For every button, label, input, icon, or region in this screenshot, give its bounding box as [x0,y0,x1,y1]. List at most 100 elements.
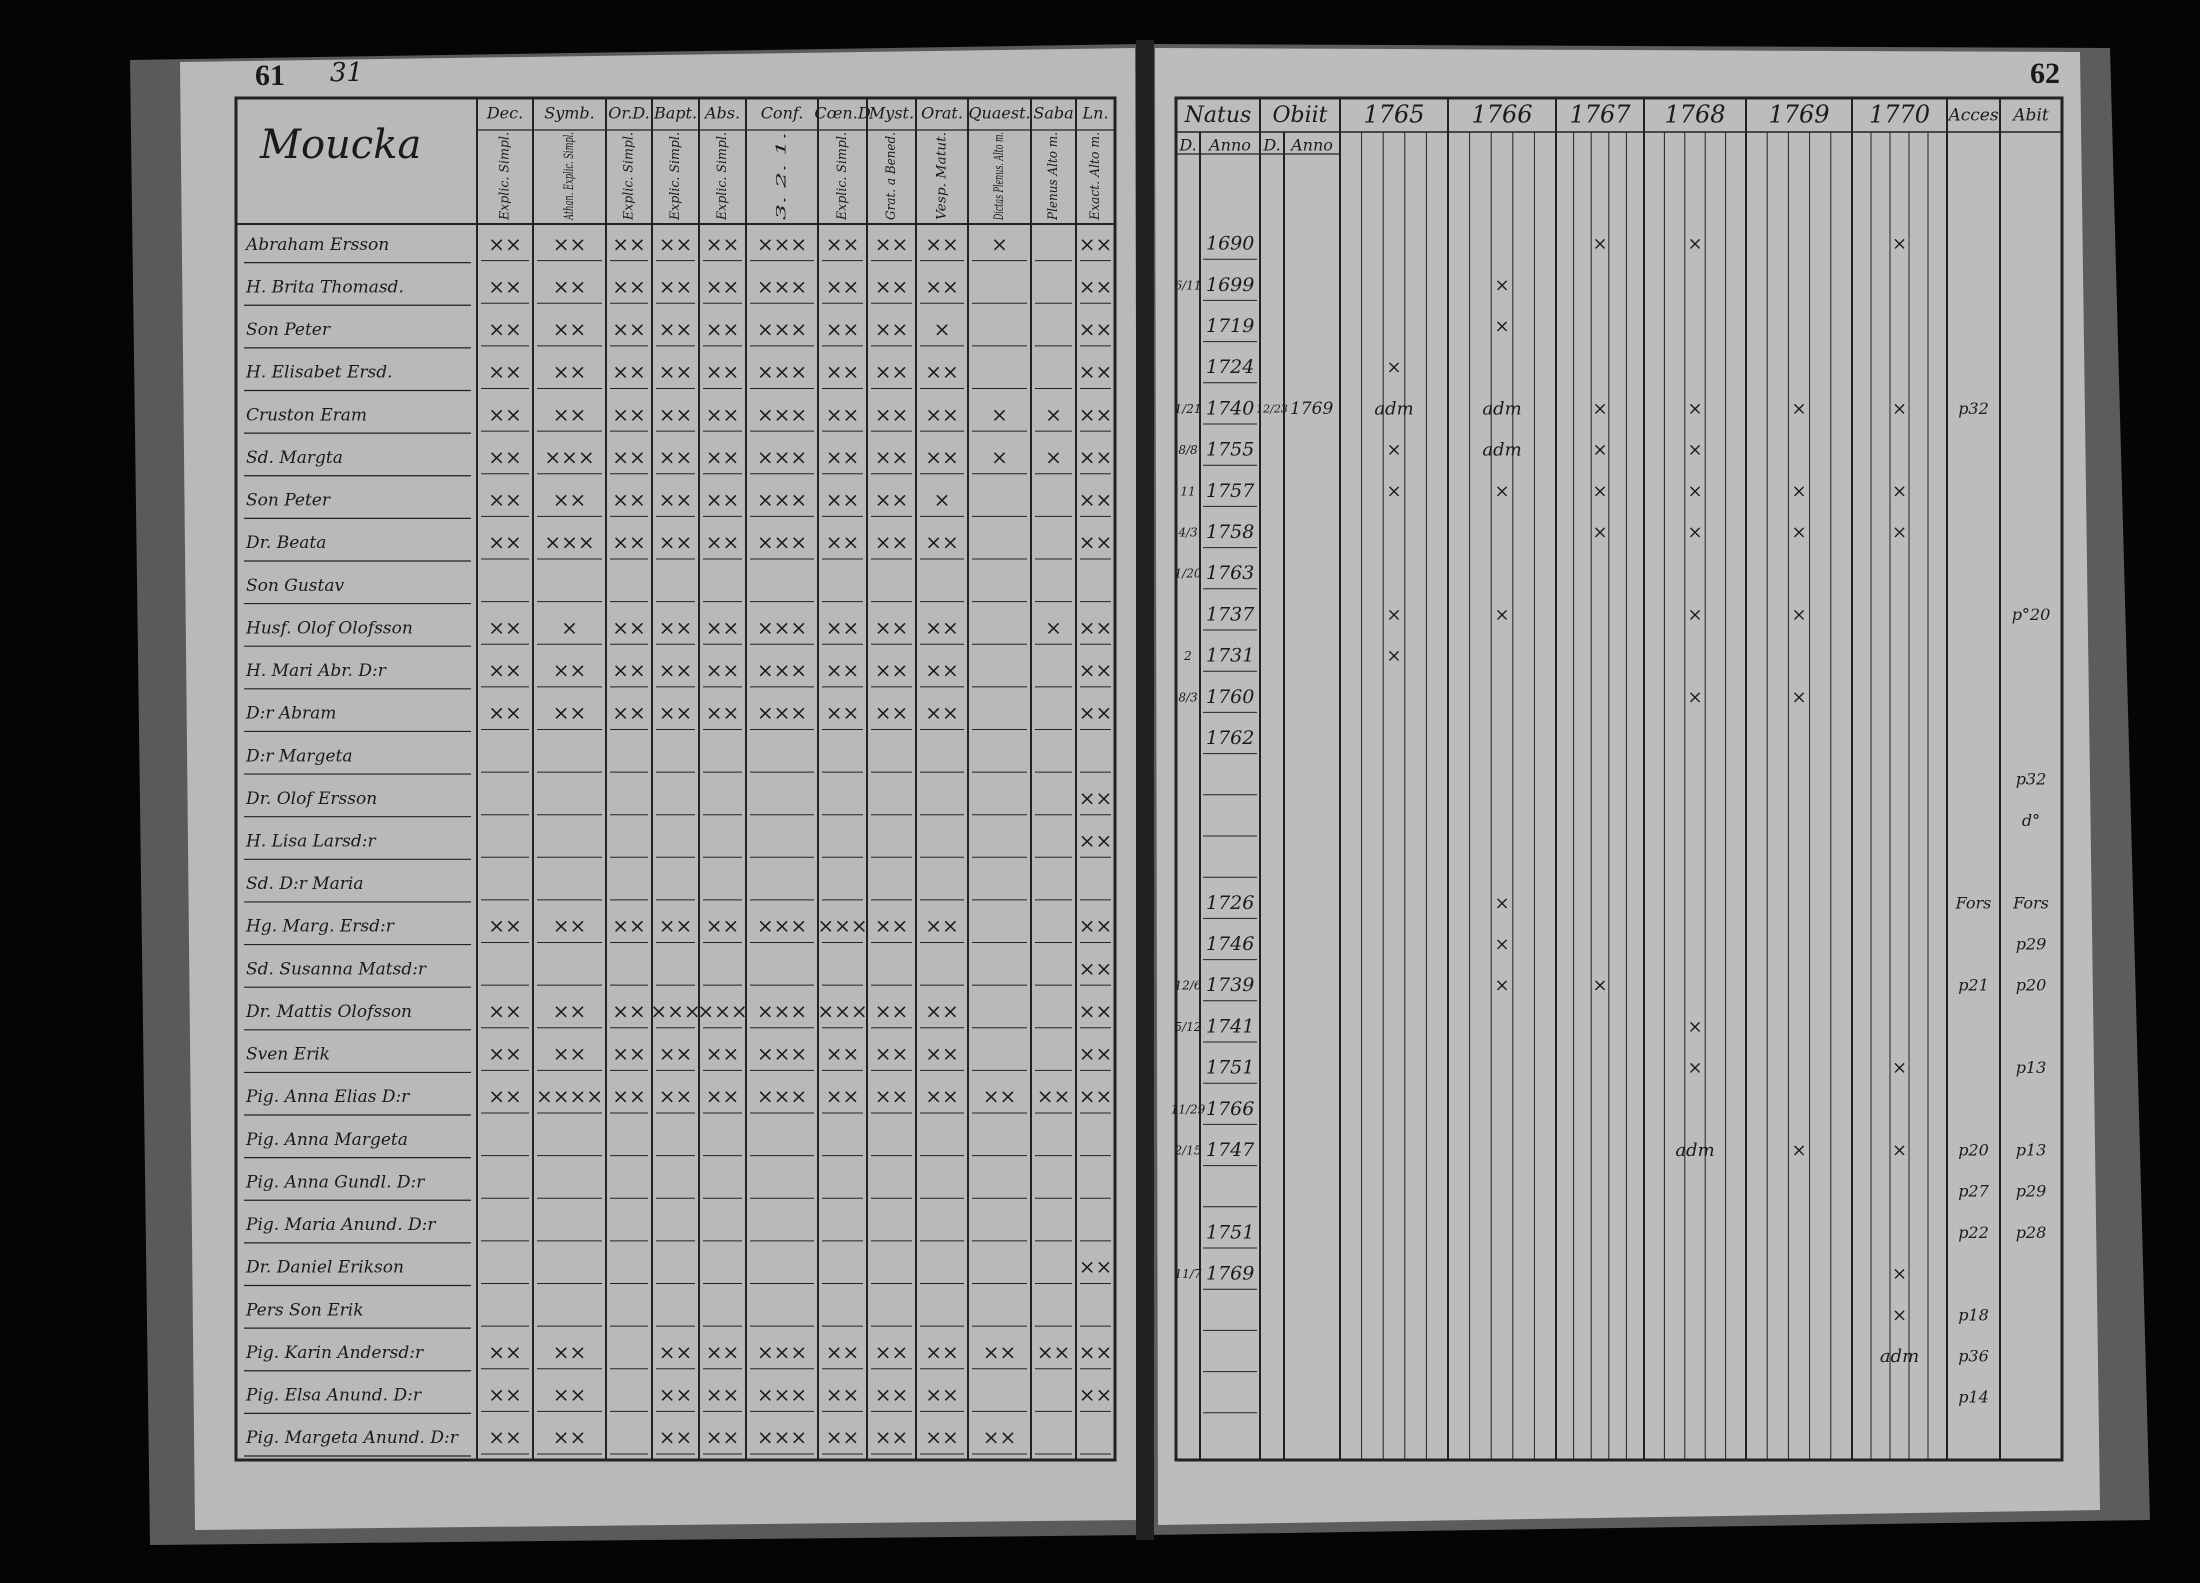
year-heading: 1769 [1768,101,1829,129]
column-subheading: Plenus Alto m. [1046,132,1061,221]
exam-mark: × [1045,445,1062,469]
column-subheading: D. [1178,136,1196,155]
birth-year: 1766 [1206,1098,1254,1120]
exam-mark: × [934,317,951,341]
person-name: Pig. Karin Andersd:r [245,1343,424,1363]
column-heading: Bapt. [653,104,697,123]
birth-year: 1755 [1206,439,1254,461]
exam-mark: ×× [706,488,740,512]
column-heading: Orat. [921,104,963,123]
exam-mark: ×× [925,999,959,1023]
year-mark: × [1494,893,1509,914]
exam-mark: ×× [875,999,909,1023]
birth-year: 1724 [1206,356,1254,378]
year-mark: × [1592,522,1607,543]
exam-mark: ××× [757,360,807,384]
birth-year: 1741 [1206,1015,1254,1037]
person-name: D:r Abram [245,704,336,724]
exam-mark: ×× [612,615,646,639]
register-title: Moucka [259,122,421,168]
exam-mark: ×× [875,1340,909,1364]
birth-day: 8/8 [1178,443,1198,457]
person-name: Pig. Maria Anund. D:r [245,1215,436,1235]
year-mark: × [1494,275,1509,296]
page-number: 62 [2030,57,2060,90]
exam-mark: ×× [925,530,959,554]
year-mark: × [1687,1016,1702,1037]
exam-mark: ×× [488,488,522,512]
birth-year: 1746 [1206,933,1254,955]
acces-note: p20 [1958,1141,1989,1160]
exam-mark: ×× [659,317,693,341]
exam-mark: ××× [757,615,807,639]
exam-mark: ××× [757,701,807,725]
person-name: Sd. D:r Maria [246,874,363,894]
exam-mark: ×× [659,1084,693,1108]
exam-mark: ×× [1079,530,1113,554]
left-table: 61 31 Moucka Dec. Explic. Simpl. Symb. Athan. … [234,58,1117,1462]
year-heading: 1770 [1869,101,1930,129]
birth-day: 5/12 [1175,1020,1202,1034]
exam-mark: ×× [826,615,860,639]
exam-mark: ××× [757,914,807,938]
exam-mark: ×× [826,488,860,512]
exam-mark: ×× [706,317,740,341]
exam-mark: ×× [875,445,909,469]
birth-day: 8/3 [1178,690,1198,704]
column-subheading: Anno [1289,136,1333,155]
abit-note: p29 [2016,935,2047,954]
year-mark: × [1386,357,1401,378]
exam-mark: ××× [757,402,807,426]
exam-mark: ×× [983,1340,1017,1364]
right-table: 62 Natus Obiit D. Anno D. Anno 1765 1766 1767 1768… [1171,57,2064,1462]
year-mark: × [1892,1264,1907,1285]
exam-mark: ×× [925,1084,959,1108]
year-mark: × [1386,604,1401,625]
year-mark: adm [1482,398,1521,419]
exam-mark: ×× [488,999,522,1023]
birth-day: 11/7 [1175,1267,1202,1281]
year-mark: × [1892,1058,1907,1079]
year-mark: × [1687,440,1702,461]
acces-note: p22 [1958,1223,1989,1242]
person-name: Son Gustav [246,576,344,596]
exam-mark: ×× [488,402,522,426]
year-mark: × [1687,234,1702,255]
exam-mark: ×× [612,317,646,341]
birth-year: 1739 [1206,974,1254,996]
exam-mark: ×× [553,914,587,938]
exam-mark: ×× [826,1383,860,1407]
exam-mark: × [1045,402,1062,426]
person-name: Pig. Anna Margeta [245,1130,408,1150]
exam-mark: ×× [925,1042,959,1066]
exam-mark: ××× [757,445,807,469]
exam-mark: ×× [875,317,909,341]
death-day: 12/23 [1256,402,1288,415]
exam-mark: ×× [1079,1383,1113,1407]
exam-mark: ×× [1079,786,1113,810]
exam-mark: ×× [875,530,909,554]
year-mark: × [1892,1140,1907,1161]
birth-year: 1769 [1206,1263,1254,1285]
exam-mark: ×× [488,1042,522,1066]
exam-mark: ×× [1079,1255,1113,1279]
column-subheading: Grat. a Bened. [884,132,899,220]
exam-mark: ×× [826,402,860,426]
exam-mark: ×× [1079,1042,1113,1066]
exam-mark: ×× [553,1383,587,1407]
year-mark: × [1494,316,1509,337]
column-heading: Dec. [486,104,523,123]
year-heading: 1767 [1569,101,1631,129]
year-mark: × [1592,440,1607,461]
exam-mark: ×× [875,232,909,256]
gutter [1136,40,1154,1540]
year-mark: × [1791,398,1806,419]
exam-mark: ×× [488,360,522,384]
column-subheading: Exact. Alto m. [1088,132,1103,221]
exam-mark: ×× [659,701,693,725]
exam-mark: ×× [1079,488,1113,512]
year-mark: × [1494,975,1509,996]
exam-mark: ××× [544,530,594,554]
column-heading: Ln. [1081,104,1108,123]
year-mark: × [1494,481,1509,502]
